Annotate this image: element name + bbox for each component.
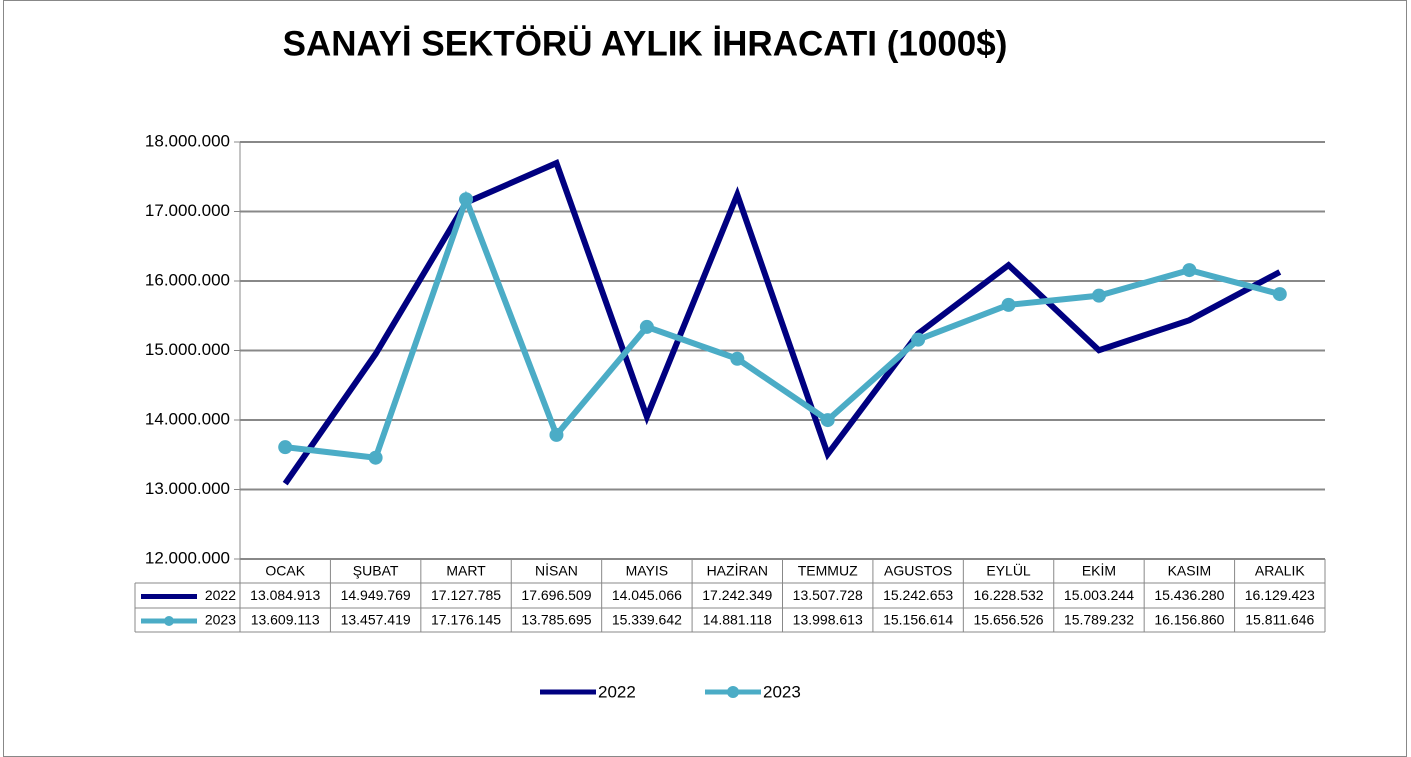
x-tick-label: KASIM [1168, 563, 1212, 579]
table-cell: 17.242.349 [702, 587, 772, 603]
series-marker [278, 440, 293, 455]
x-tick-label: NİSAN [535, 562, 578, 579]
table-cell: 14.045.066 [612, 587, 682, 603]
series-line [284, 190, 1281, 461]
x-tick-label: MAYIS [626, 563, 669, 579]
table-cell: 15.242.653 [883, 587, 953, 603]
series-marker [820, 413, 835, 428]
table-cell: 17.696.509 [521, 587, 591, 603]
table-cell: 15.436.280 [1154, 587, 1224, 603]
y-tick-label: 16.000.000 [145, 270, 230, 289]
y-tick-label: 14.000.000 [145, 409, 230, 428]
y-tick-label: 15.000.000 [145, 340, 230, 359]
table-cell: 15.656.526 [974, 612, 1044, 628]
x-tick-label: TEMMUZ [798, 563, 858, 579]
table-key-marker [164, 616, 174, 626]
series-marker [549, 427, 564, 442]
chart-border [3, 0, 1407, 757]
x-tick-label: EYLÜL [986, 562, 1031, 579]
table-cell: 15.003.244 [1064, 587, 1134, 603]
x-tick-label: ŞUBAT [353, 563, 399, 579]
table-cell: 13.785.695 [521, 612, 591, 628]
series-marker [1091, 288, 1106, 303]
table-series-name: 2023 [205, 612, 236, 628]
series-marker [1272, 287, 1287, 302]
table-cell: 16.228.532 [974, 587, 1044, 603]
x-tick-label: ARALIK [1255, 563, 1305, 579]
table-cell: 13.507.728 [793, 587, 863, 603]
table-cell: 13.609.113 [251, 612, 320, 628]
y-tick-label: 18.000.000 [145, 131, 230, 150]
series-marker [730, 351, 745, 366]
y-tick-label: 12.000.000 [145, 548, 230, 567]
table-cell: 15.156.614 [883, 612, 953, 628]
table-cell: 17.176.145 [431, 612, 501, 628]
x-tick-label: AGUSTOS [884, 563, 952, 579]
series-marker [911, 332, 926, 347]
series-marker [459, 192, 474, 207]
series-marker [1182, 263, 1197, 278]
table-cell: 14.949.769 [341, 587, 411, 603]
table-cell: 16.156.860 [1154, 612, 1224, 628]
legend-label: 2022 [598, 682, 636, 701]
table-cell: 15.339.642 [612, 612, 682, 628]
x-tick-label: HAZİRAN [707, 562, 768, 579]
table-series-name: 2022 [205, 587, 236, 603]
table-cell: 13.998.613 [793, 612, 863, 628]
table-cell: 17.127.785 [431, 587, 501, 603]
y-tick-label: 17.000.000 [145, 201, 230, 220]
x-tick-label: OCAK [265, 563, 305, 579]
legend-key-marker [727, 686, 739, 698]
x-tick-label: MART [446, 563, 486, 579]
x-tick-label: EKİM [1082, 562, 1116, 579]
table-cell: 14.881.118 [703, 612, 772, 628]
table-cell: 13.457.419 [341, 612, 411, 628]
series-line [282, 159, 1282, 486]
table-cell: 16.129.423 [1245, 587, 1315, 603]
table-cell: 13.084.913 [250, 587, 320, 603]
series-marker [1001, 297, 1016, 312]
series-marker [368, 450, 383, 465]
table-cell: 15.811.646 [1245, 612, 1314, 628]
table-cell: 15.789.232 [1064, 612, 1134, 628]
y-tick-label: 13.000.000 [145, 479, 230, 498]
chart-title: SANAYİ SEKTÖRÜ AYLIK İHRACATI (1000$) [283, 24, 1008, 63]
series-marker [639, 319, 654, 334]
legend-label: 2023 [763, 682, 801, 701]
